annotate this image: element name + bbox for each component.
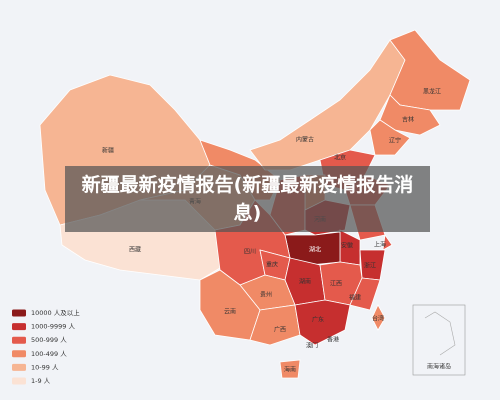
region-label: 澳门: [306, 342, 318, 350]
region: [371, 304, 386, 331]
legend-label: 500-999 人: [31, 336, 67, 344]
legend-swatch: [12, 323, 26, 331]
region-label: 西藏: [129, 246, 141, 254]
region-label: 安徽: [341, 242, 353, 250]
region-label: 新疆: [102, 147, 114, 155]
inset-box: [412, 304, 466, 376]
region-label: 内蒙古: [296, 136, 314, 144]
region-label: 重庆: [266, 261, 278, 269]
region-label: 云南: [224, 308, 236, 316]
legend: 10000 人及以上 1000-9999 人 500-999 人 100-499 人 1…: [12, 308, 80, 385]
inset-outline: [424, 311, 456, 356]
legend-label: 100-499 人: [31, 350, 67, 358]
legend-swatch: [12, 350, 26, 358]
region-labels: 新疆 西藏 青海 内蒙古 黑龙江 吉林 辽宁 北京 河南 安徽 上海 浙江 四川…: [102, 88, 441, 374]
legend-swatch: [12, 336, 26, 344]
region-label: 广西: [274, 326, 286, 334]
legend-swatch: [12, 309, 26, 317]
legend-label: 10000 人及以上: [31, 308, 80, 317]
region-label: 吉林: [402, 116, 414, 124]
region: [279, 359, 301, 379]
region-label: 四川: [244, 249, 256, 256]
title-overlay: 新疆最新疫情报告(新疆最新疫情报告消息): [65, 166, 430, 232]
region-label: 海南: [284, 366, 296, 374]
region-label: 黑龙江: [423, 88, 441, 96]
region-label: 湖南: [299, 278, 311, 286]
region: [349, 277, 381, 311]
region-label: 北京: [334, 154, 346, 162]
region-label: 广东: [312, 316, 324, 324]
region: [294, 299, 351, 346]
legend-swatch: [12, 363, 26, 371]
region-label: 香港: [327, 336, 339, 344]
region-label: 浙江: [364, 262, 376, 270]
region-label: 江西: [330, 281, 342, 288]
region-label: 福建: [349, 294, 361, 302]
region: [249, 304, 301, 346]
region-label: 台湾: [372, 315, 384, 323]
region-label: 湖北: [309, 246, 321, 254]
region-label: 辽宁: [389, 137, 401, 145]
legend-swatch: [12, 377, 26, 385]
region: [389, 29, 471, 111]
region-label: 上海: [374, 241, 386, 249]
region: [382, 233, 393, 251]
legend-label: 1-9 人: [31, 377, 51, 385]
inset: 南海诸岛: [412, 304, 466, 376]
legend-label: 10-99 人: [31, 363, 59, 371]
region-label: 贵州: [260, 291, 272, 299]
legend-label: 1000-9999 人: [31, 323, 75, 331]
inset-label: 南海诸岛: [427, 363, 451, 371]
